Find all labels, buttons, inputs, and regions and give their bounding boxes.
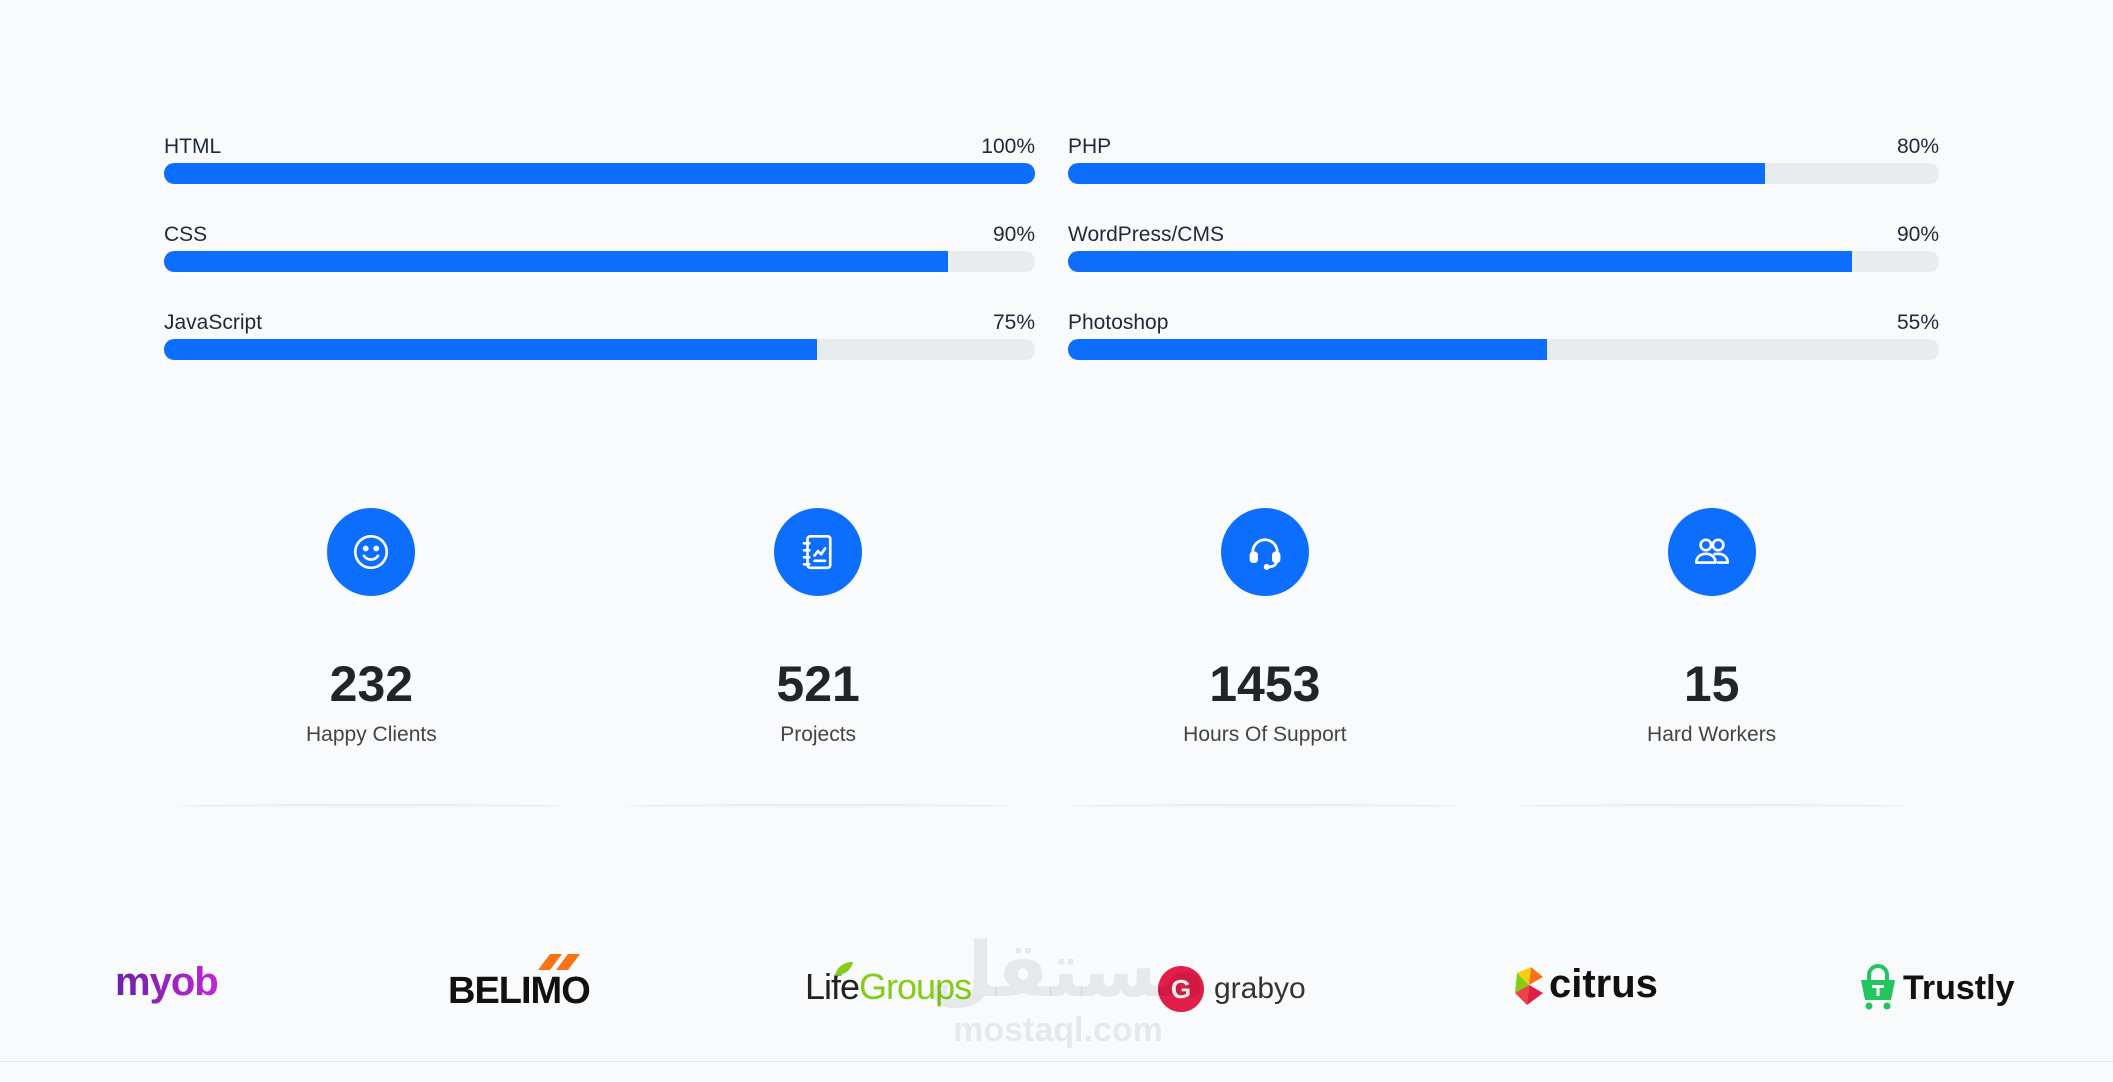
skill-javascript: JavaScript 75%: [164, 306, 1035, 394]
logo-text-secondary: Groups: [859, 966, 972, 1007]
progress-fill: [164, 163, 1035, 184]
client-logo-belimo: BELIMO: [448, 954, 591, 1013]
logo-text: grabyo: [1214, 972, 1306, 1005]
people-icon: [1667, 508, 1756, 596]
divider: [0, 1061, 2113, 1062]
skill-wordpress: WordPress/CMS 90%: [1068, 218, 1939, 306]
logo-text: myob: [115, 960, 219, 1004]
skill-name: PHP: [1068, 135, 1112, 158]
stat-value: 15: [1683, 656, 1740, 712]
logo-text: citrus: [1549, 962, 1658, 1006]
progress-fill: [1068, 251, 1852, 272]
skill-photoshop: Photoshop 55%: [1068, 306, 1939, 394]
watermark-latin: mostaql.com: [953, 1011, 1163, 1049]
stat-value: 232: [329, 656, 414, 712]
progress-track: [164, 339, 1035, 360]
skill-name: HTML: [164, 135, 222, 158]
skill-percent: 75%: [992, 311, 1035, 334]
client-logo-lifegroups: Life Groups: [805, 962, 972, 1008]
smile-icon: [327, 508, 416, 596]
logo-text: Trustly: [1903, 968, 2015, 1007]
stat-label: Hard Workers: [1647, 723, 1777, 746]
watermark-arabic: مستقل: [928, 925, 1206, 1014]
skill-name: Photoshop: [1068, 311, 1169, 334]
progress-track: [164, 163, 1035, 184]
skill-css: CSS 90%: [164, 218, 1035, 306]
journal-icon: [774, 508, 863, 596]
skill-percent: 80%: [1896, 135, 1939, 158]
stat-projects: 521 Projects: [595, 508, 1042, 808]
clients-section: myob BELIMO Life Groups G grabyo citrus: [0, 950, 2113, 1030]
skill-name: WordPress/CMS: [1068, 223, 1224, 246]
skill-percent: 55%: [1896, 311, 1939, 334]
progress-fill: [164, 251, 948, 272]
progress-fill: [1068, 339, 1548, 360]
card-shadow: [1071, 804, 1459, 808]
headset-icon: [1220, 508, 1309, 596]
progress-fill: [1068, 163, 1765, 184]
skill-percent: 90%: [992, 223, 1035, 246]
client-logo-grabyo: G grabyo: [1158, 966, 1306, 1012]
leaf-icon: [835, 962, 853, 976]
citrus-mark-icon: [1515, 966, 1543, 1005]
stat-hours-support: 1453 Hours Of Support: [1042, 508, 1489, 808]
progress-track: [1068, 339, 1939, 360]
client-logo-myob: myob: [115, 960, 219, 1005]
client-logo-citrus: citrus: [1513, 962, 1658, 1007]
skill-name: JavaScript: [164, 311, 263, 334]
skill-percent: 90%: [1896, 223, 1939, 246]
logo-text-primary: Life: [805, 966, 860, 1007]
stat-hard-workers: 15 Hard Workers: [1488, 508, 1935, 808]
stat-label: Hours Of Support: [1183, 723, 1347, 746]
card-shadow: [178, 804, 565, 808]
stat-label: Projects: [780, 723, 857, 746]
skill-percent: 100%: [981, 135, 1035, 158]
stats-section: 232 Happy Clients 521 Projects: [148, 508, 1935, 808]
progress-track: [1068, 163, 1939, 184]
watermark: مستقل mostaql.com: [928, 925, 1206, 1050]
stat-label: Happy Clients: [306, 723, 437, 746]
logo-text: BELIMO: [448, 970, 591, 1012]
belimo-mark-icon: [538, 954, 580, 970]
stat-happy-clients: 232 Happy Clients: [148, 508, 595, 808]
skill-php: PHP 80%: [1068, 130, 1939, 218]
card-shadow: [624, 804, 1012, 808]
card-shadow: [1518, 804, 1905, 808]
cart-lock-icon: [1861, 964, 1895, 1010]
skill-name: CSS: [164, 223, 208, 246]
progress-track: [164, 251, 1035, 272]
skill-html: HTML 100%: [164, 130, 1035, 218]
client-logo-trustly: Trustly: [1857, 964, 2014, 1012]
progress-track: [1068, 251, 1939, 272]
progress-fill: [164, 339, 818, 360]
grabyo-mark-icon: G: [1158, 966, 1204, 1012]
skills-section: HTML 100% PHP 80% CSS 90% WordPress/CMS …: [164, 130, 1939, 394]
stat-value: 1453: [1209, 656, 1321, 712]
stat-value: 521: [776, 656, 860, 712]
